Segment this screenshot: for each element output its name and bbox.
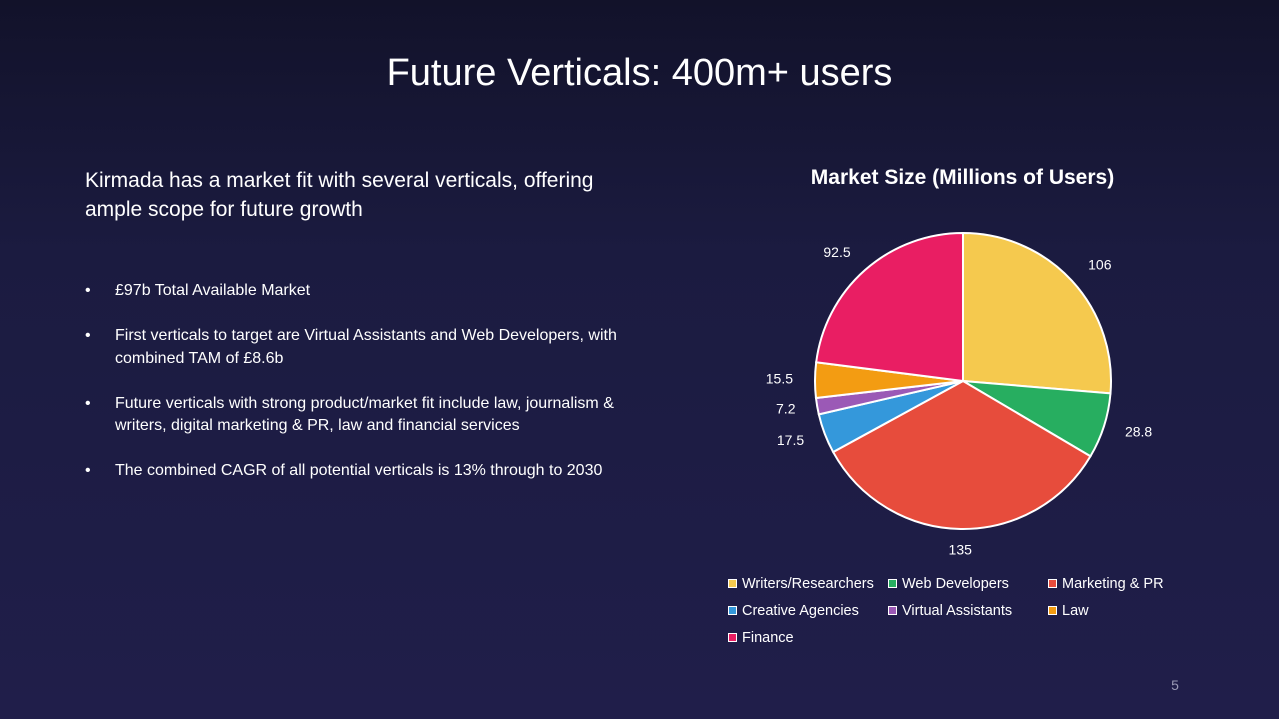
- legend-item: Marketing & PR: [1048, 570, 1188, 597]
- data-label: 17.5: [777, 432, 804, 448]
- data-label: 106: [1088, 257, 1112, 273]
- bullet-text: First verticals to target are Virtual As…: [115, 327, 617, 367]
- bullet-item: • First verticals to target are Virtual …: [85, 325, 665, 370]
- legend-swatch: [888, 579, 897, 588]
- data-label: 7.2: [776, 401, 796, 417]
- legend-item: Creative Agencies: [728, 597, 888, 624]
- bullet-item: • The combined CAGR of all potential ver…: [85, 460, 665, 483]
- legend-label: Virtual Assistants: [902, 602, 1013, 619]
- legend-swatch: [1048, 606, 1057, 615]
- slide-title: Future Verticals: 400m+ users: [386, 52, 893, 94]
- bullet-item: • Future verticals with strong product/m…: [85, 393, 665, 438]
- legend-swatch: [1048, 579, 1057, 588]
- data-label: 92.5: [823, 244, 850, 260]
- bullet-list: • £97b Total Available Market • First ve…: [85, 280, 665, 505]
- legend-item: Virtual Assistants: [888, 597, 1048, 624]
- legend-label: Writers/Researchers: [742, 575, 874, 592]
- legend-label: Web Developers: [902, 575, 1009, 592]
- chart-title: Market Size (Millions of Users): [810, 166, 1115, 189]
- legend-item: Finance: [728, 624, 888, 651]
- pie-chart: 106 28.8 135 17.5 7.2 15.5 92.5: [766, 231, 1152, 558]
- legend-swatch: [728, 633, 737, 642]
- legend-swatch: [728, 579, 737, 588]
- bullet-text: Future verticals with strong product/mar…: [115, 394, 614, 435]
- pie-slice-finance: [815, 231, 964, 383]
- legend-item: Writers/Researchers: [728, 570, 888, 597]
- bullet-icon: •: [85, 462, 91, 479]
- page-number: 5: [1171, 677, 1179, 693]
- legend-item: Law: [1048, 597, 1188, 624]
- legend-label: Finance: [742, 629, 794, 646]
- legend-label: Creative Agencies: [742, 602, 859, 619]
- legend-swatch: [888, 606, 897, 615]
- intro-text: Kirmada has a market fit with several ve…: [85, 169, 594, 221]
- bullet-icon: •: [85, 327, 91, 344]
- bullet-icon: •: [85, 394, 91, 412]
- legend-label: Law: [1062, 602, 1089, 619]
- legend-label: Marketing & PR: [1062, 575, 1164, 592]
- data-label: 28.8: [1125, 423, 1152, 439]
- bullet-text: £97b Total Available Market: [115, 282, 311, 299]
- legend-swatch: [728, 606, 737, 615]
- legend-item: Web Developers: [888, 570, 1048, 597]
- bullet-icon: •: [85, 282, 91, 299]
- bullet-item: • £97b Total Available Market: [85, 280, 665, 303]
- data-label: 15.5: [766, 371, 793, 387]
- bullet-text: The combined CAGR of all potential verti…: [115, 462, 603, 479]
- pie-slice-marketing-pr: [831, 379, 1092, 530]
- data-label: 135: [949, 542, 973, 558]
- chart-legend: Writers/Researchers Web Developers Marketi…: [728, 570, 1188, 651]
- pie-slice-writers-researchers: [962, 231, 1112, 395]
